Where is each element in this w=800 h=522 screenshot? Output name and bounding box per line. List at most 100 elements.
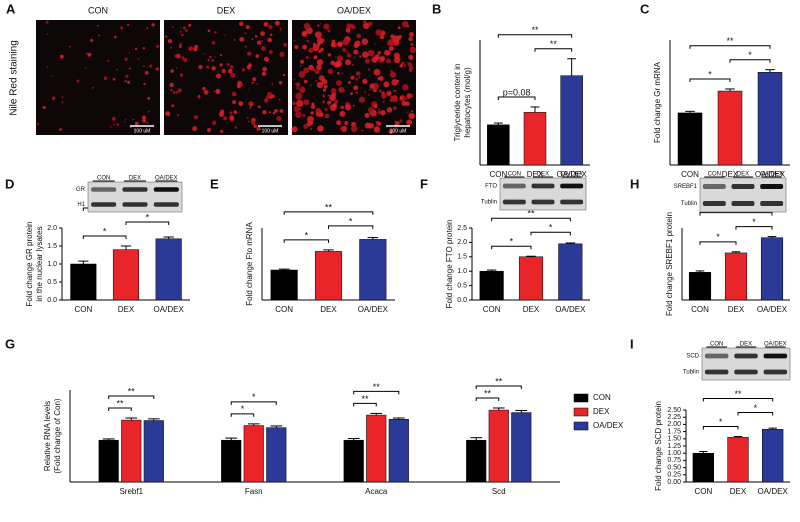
legend-label: CON	[593, 393, 611, 402]
legend-label: DEX	[593, 407, 610, 416]
significance-bracket	[702, 397, 774, 402]
lipid-droplet	[379, 89, 382, 93]
lipid-droplet	[402, 84, 409, 91]
bar	[757, 72, 783, 166]
lipid-droplet	[46, 66, 49, 68]
lipid-droplet	[330, 42, 336, 48]
bar	[488, 409, 509, 483]
lipid-droplet	[406, 61, 408, 64]
significance-label: *	[549, 223, 553, 233]
lipid-droplet	[206, 65, 210, 69]
lipid-droplet	[134, 129, 136, 131]
bar	[518, 256, 544, 301]
x-tick-label: OA/DEX	[758, 487, 789, 496]
bar	[270, 269, 298, 301]
lipid-droplet	[322, 93, 325, 96]
bar	[359, 239, 387, 301]
legend-label: OA/DEX	[593, 421, 624, 430]
lipid-droplet	[211, 66, 216, 71]
blot-band	[731, 183, 755, 190]
lipid-droplet	[120, 26, 124, 30]
lipid-droplet	[231, 91, 237, 97]
lipid-droplet	[176, 114, 180, 117]
lipid-droplet	[354, 40, 361, 47]
lipid-droplet	[262, 110, 267, 115]
x-tick-label: Srebf1	[119, 487, 143, 496]
lipid-droplet	[198, 64, 203, 70]
blot-band	[702, 200, 726, 207]
lipid-droplet	[253, 124, 258, 128]
lipid-droplet	[348, 32, 350, 34]
legend-swatch	[573, 393, 589, 403]
y-axis-label: Fold change SREBF1 protein	[665, 212, 674, 316]
blot-band	[704, 369, 729, 375]
lipid-droplet	[388, 46, 394, 51]
lipid-droplet	[353, 85, 359, 91]
lipid-droplet	[124, 118, 127, 121]
bar	[266, 427, 287, 483]
lipid-droplet	[322, 88, 327, 92]
lipid-droplet	[364, 58, 371, 64]
lipid-droplet	[219, 63, 223, 67]
panel-label: G	[5, 336, 15, 351]
lipid-droplet	[299, 64, 302, 67]
blot-band	[560, 183, 584, 189]
lipid-droplet	[311, 67, 316, 72]
lipid-droplet	[372, 88, 376, 92]
y-tick-label: 1.0	[457, 268, 467, 275]
lipid-droplet	[85, 52, 88, 55]
lipid-droplet	[261, 46, 266, 51]
lipid-droplet	[345, 27, 351, 33]
blot-row-label: Tublin	[681, 201, 697, 207]
lipid-droplet	[279, 51, 285, 57]
significance-bracket	[491, 245, 532, 250]
lipid-droplet	[185, 29, 188, 32]
blot-band	[91, 202, 117, 207]
lipid-droplet	[298, 70, 306, 78]
lipid-droplet	[255, 54, 260, 58]
lipid-droplet	[361, 129, 364, 132]
lipid-droplet	[300, 59, 305, 64]
lipid-droplet	[315, 79, 318, 82]
lipid-droplet	[273, 108, 278, 113]
blot-image	[701, 347, 791, 381]
significance-bracket	[230, 413, 255, 417]
significance-bracket	[729, 59, 771, 63]
lipid-droplet	[399, 96, 404, 100]
lipid-droplet	[229, 115, 235, 120]
lipid-droplet	[334, 99, 339, 105]
significance-label: **	[484, 388, 492, 398]
lipid-droplet	[248, 52, 252, 55]
lipid-droplet	[383, 112, 386, 114]
lipid-droplet	[127, 80, 131, 84]
lipid-droplet	[335, 60, 343, 68]
lipid-droplet	[296, 99, 304, 108]
lipid-droplet	[373, 126, 381, 133]
x-tick-label: CON	[691, 305, 709, 314]
lipid-droplet	[295, 92, 303, 100]
blot-lane-label: DEX	[129, 176, 141, 182]
bar	[314, 251, 343, 301]
significance-bracket	[689, 78, 731, 82]
lipid-droplet	[374, 54, 380, 60]
x-tick-label: Acaca	[365, 487, 388, 496]
y-axis-label: hepatocytes (mol/g)	[463, 67, 472, 138]
lipid-droplet	[361, 38, 369, 45]
y-tick-label: 2.5	[457, 225, 467, 232]
significance-label: *	[748, 50, 752, 60]
blot-band	[763, 353, 788, 359]
lipid-droplet	[282, 73, 286, 77]
lipid-droplet	[145, 26, 149, 30]
lipid-droplet	[410, 43, 414, 46]
x-tick-label: CON	[483, 305, 501, 314]
y-axis-label: Triglyceride content in	[453, 64, 462, 142]
lipid-droplet	[257, 105, 261, 109]
y-tick-label: 1.0	[47, 261, 57, 268]
significance-label: *	[349, 216, 353, 226]
lipid-droplet	[309, 57, 311, 59]
lipid-droplet	[252, 77, 257, 81]
lipid-droplet	[367, 107, 374, 113]
lipid-droplet	[405, 97, 408, 100]
lipid-droplet	[227, 68, 233, 74]
lipid-droplet	[368, 123, 375, 129]
